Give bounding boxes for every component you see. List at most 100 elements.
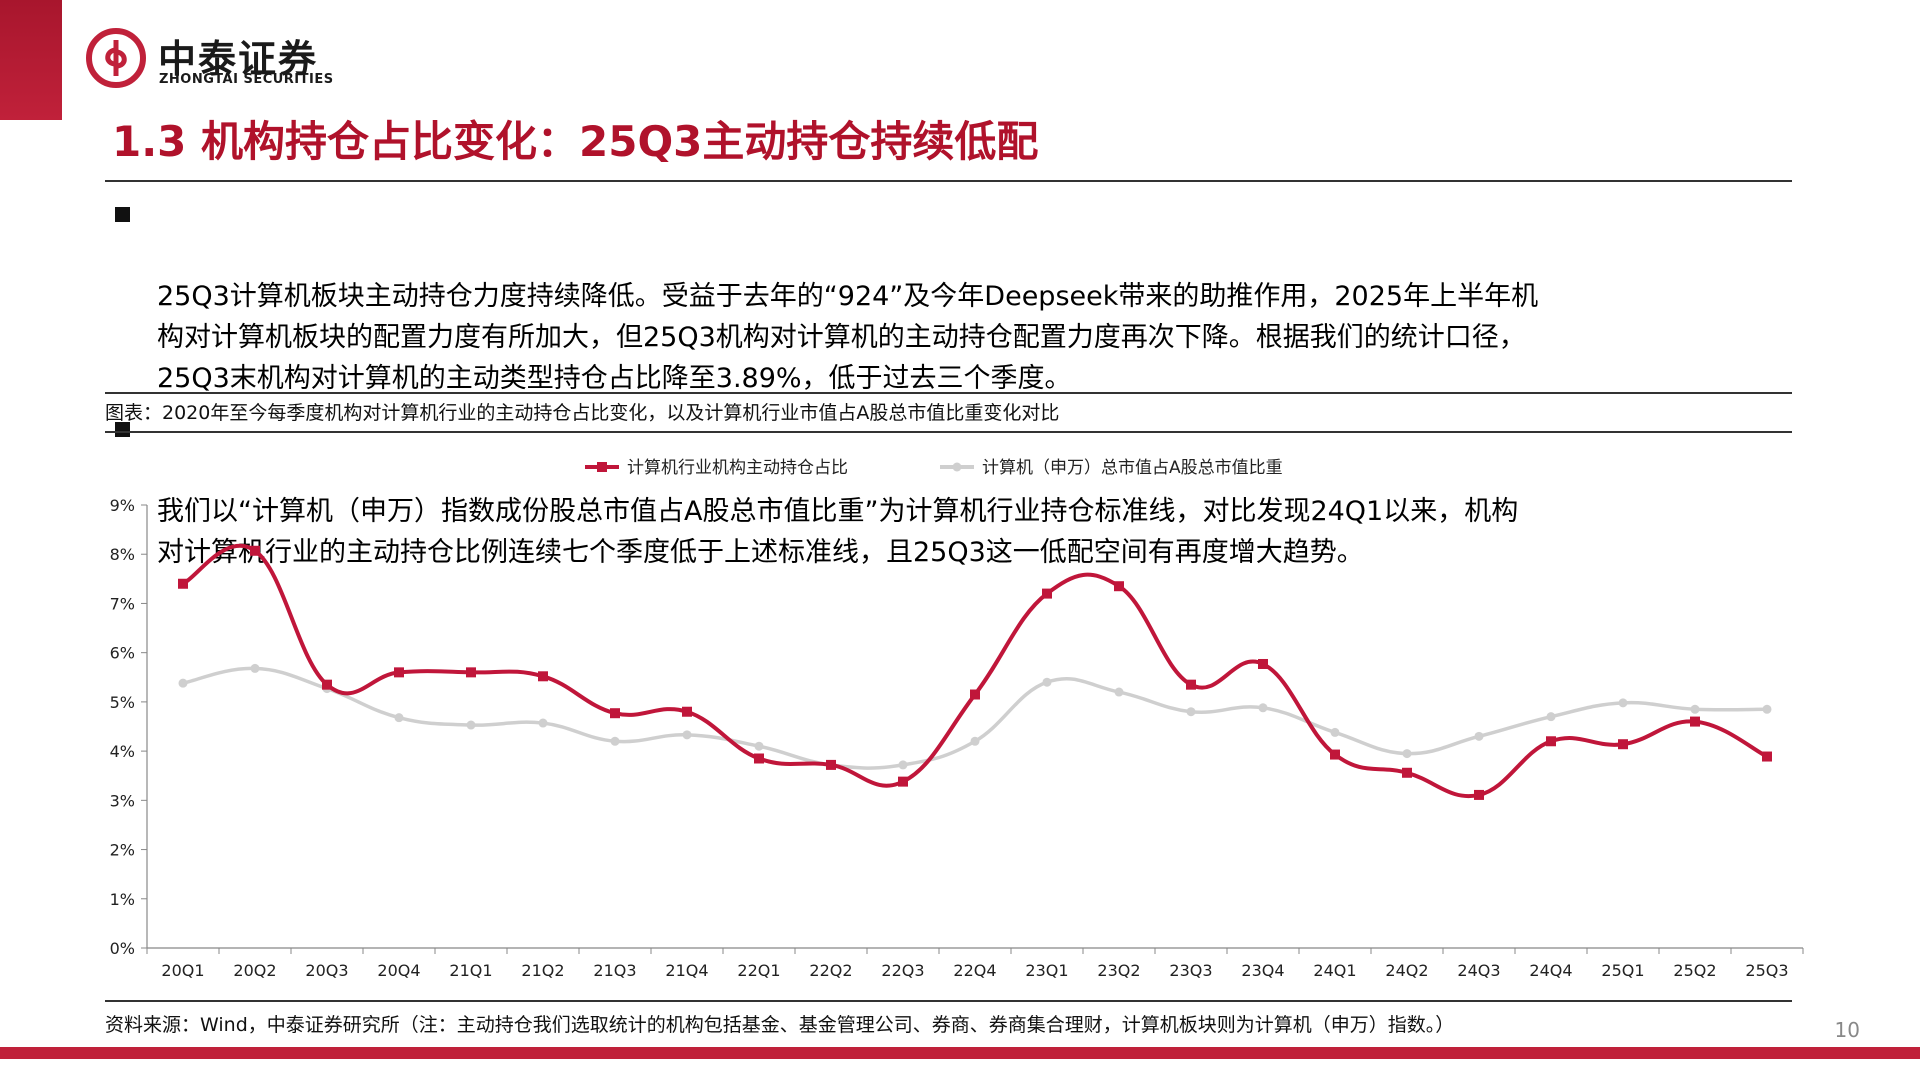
x-tick-label: 21Q3 — [593, 961, 636, 980]
data-point-market-cap-ratio — [178, 678, 188, 688]
x-tick-label: 22Q2 — [809, 961, 852, 980]
x-tick-label: 25Q3 — [1745, 961, 1788, 980]
data-point-market-cap-ratio — [754, 741, 764, 751]
data-point-holding-ratio — [826, 759, 836, 770]
data-point-holding-ratio — [1690, 716, 1700, 727]
x-tick-label: 24Q3 — [1457, 961, 1500, 980]
x-tick-label: 24Q4 — [1529, 961, 1572, 980]
data-point-market-cap-ratio — [1402, 749, 1412, 759]
x-tick-label: 21Q1 — [449, 961, 492, 980]
y-tick-label: 9% — [110, 496, 135, 515]
data-point-holding-ratio — [1546, 736, 1556, 747]
data-point-holding-ratio — [178, 578, 188, 589]
page-number: 10 — [1834, 1018, 1860, 1042]
data-point-holding-ratio — [1474, 789, 1484, 800]
x-tick-label: 25Q2 — [1673, 961, 1716, 980]
data-point-market-cap-ratio — [1330, 727, 1340, 737]
y-tick-label: 7% — [110, 594, 135, 613]
data-point-market-cap-ratio — [1546, 712, 1556, 722]
data-point-market-cap-ratio — [1690, 704, 1700, 714]
data-point-holding-ratio — [754, 753, 764, 764]
zhongtai-logo-icon — [86, 28, 146, 88]
x-tick-label: 20Q3 — [305, 961, 348, 980]
legend-item-market-cap-ratio-label: 计算机（申万）总市值占A股总市值比重 — [982, 458, 1283, 478]
x-tick-label: 22Q1 — [737, 961, 780, 980]
data-point-holding-ratio — [1186, 679, 1196, 690]
x-tick-label: 23Q1 — [1025, 961, 1068, 980]
x-tick-label: 20Q1 — [161, 961, 204, 980]
data-point-market-cap-ratio — [1042, 677, 1052, 687]
bullet-item: 25Q3计算机板块主动持仓力度持续降低。受益于去年的“924”及今年Deepse… — [105, 194, 1805, 399]
bullet-list: 25Q3计算机板块主动持仓力度持续降低。受益于去年的“924”及今年Deepse… — [105, 194, 1805, 583]
caption-top-divider — [105, 392, 1792, 394]
data-point-holding-ratio — [538, 671, 548, 682]
title-divider — [105, 180, 1792, 182]
x-tick-label: 25Q1 — [1601, 961, 1644, 980]
data-point-market-cap-ratio — [682, 730, 692, 740]
data-point-market-cap-ratio — [1618, 698, 1628, 708]
x-tick-label: 21Q2 — [521, 961, 564, 980]
x-tick-label: 24Q2 — [1385, 961, 1428, 980]
caption-bottom-divider — [105, 431, 1792, 433]
data-point-holding-ratio — [610, 708, 620, 719]
x-tick-label: 22Q3 — [881, 961, 924, 980]
data-point-holding-ratio — [394, 667, 404, 678]
y-tick-label: 8% — [110, 545, 135, 564]
x-tick-label: 23Q2 — [1097, 961, 1140, 980]
x-tick-label: 24Q1 — [1313, 961, 1356, 980]
data-point-holding-ratio — [1762, 751, 1772, 762]
data-point-market-cap-ratio — [898, 760, 908, 770]
data-point-holding-ratio — [466, 667, 476, 678]
data-point-holding-ratio — [1618, 739, 1628, 750]
data-point-market-cap-ratio — [250, 663, 260, 673]
y-tick-label: 4% — [110, 742, 135, 761]
bullet-text: 25Q3计算机板块主动持仓力度持续降低。受益于去年的“924”及今年Deepse… — [157, 281, 1539, 394]
y-tick-label: 1% — [110, 890, 135, 909]
source-note: 资料来源：Wind，中泰证券研究所（注：主动持仓我们选取统计的机构包括基金、基金… — [105, 1014, 1455, 1036]
brand-name-cn: 中泰证券 — [158, 37, 319, 81]
figure-caption: 图表：2020年至今每季度机构对计算机行业的主动持仓占比变化，以及计算机行业市值… — [105, 402, 1060, 424]
slide-title: 1.3 机构持仓占比变化：25Q3主动持仓持续低配 — [112, 117, 1039, 166]
data-point-market-cap-ratio — [394, 713, 404, 723]
data-point-holding-ratio — [1042, 588, 1052, 599]
bullet-item: 我们以“计算机（申万）指数成份股总市值占A股总市值比重”为计算机行业持仓标准线，… — [105, 409, 1805, 573]
data-point-market-cap-ratio — [610, 736, 620, 746]
legend-item-market-cap-ratio-marker — [952, 462, 962, 472]
data-point-holding-ratio — [1330, 749, 1340, 760]
data-point-holding-ratio — [1258, 658, 1268, 669]
data-point-holding-ratio — [898, 776, 908, 787]
data-point-market-cap-ratio — [1114, 687, 1124, 697]
corner-accent-bar — [0, 0, 62, 120]
data-point-market-cap-ratio — [1186, 707, 1196, 717]
y-tick-label: 3% — [110, 791, 135, 810]
data-point-market-cap-ratio — [1762, 704, 1772, 714]
data-point-holding-ratio — [1402, 767, 1412, 778]
y-tick-label: 6% — [110, 644, 135, 663]
data-point-market-cap-ratio — [970, 736, 980, 746]
series-line-holding-ratio — [181, 543, 1769, 799]
data-point-holding-ratio — [682, 706, 692, 717]
bullet-text: 我们以“计算机（申万）指数成份股总市值占A股总市值比重”为计算机行业持仓标准线，… — [157, 496, 1519, 568]
x-tick-label: 22Q4 — [953, 961, 996, 980]
bullet-square-icon — [115, 422, 130, 437]
data-point-market-cap-ratio — [466, 720, 476, 730]
data-point-market-cap-ratio — [1474, 731, 1484, 741]
legend-item-holding-ratio-label: 计算机行业机构主动持仓占比 — [627, 458, 848, 478]
data-point-holding-ratio — [322, 679, 332, 690]
x-tick-label: 21Q4 — [665, 961, 708, 980]
brand-name-en: ZHONGTAI SECURITIES — [159, 72, 334, 87]
data-point-holding-ratio — [970, 689, 980, 700]
x-tick-label: 20Q4 — [377, 961, 420, 980]
bullet-square-icon — [115, 207, 130, 222]
y-tick-label: 2% — [110, 841, 135, 860]
data-point-holding-ratio — [250, 545, 260, 556]
legend-item-holding-ratio-marker — [597, 462, 607, 472]
y-tick-label: 0% — [110, 939, 135, 958]
data-point-holding-ratio — [1114, 581, 1124, 592]
data-point-market-cap-ratio — [1258, 703, 1268, 713]
bottom-accent-bar — [0, 1047, 1920, 1059]
x-tick-label: 23Q3 — [1169, 961, 1212, 980]
line-chart: 0% 1% 2% 3% 4% 5% 6% 7% 8% 9% 20Q1 20Q2 20Q3 20Q4 21Q1… — [110, 458, 1804, 980]
data-point-market-cap-ratio — [538, 718, 548, 728]
x-tick-label: 20Q2 — [233, 961, 276, 980]
